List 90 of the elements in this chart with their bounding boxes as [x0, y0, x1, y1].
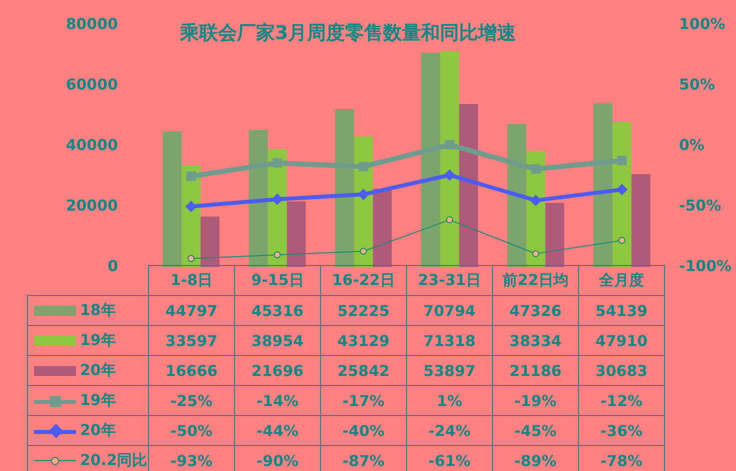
data-label: -19% — [492, 386, 578, 416]
data-label: -87% — [320, 446, 406, 471]
legend-label: 20年 — [28, 356, 148, 386]
point — [186, 201, 197, 212]
x-tick-label: 9-15日 — [234, 266, 320, 296]
y2-tick-label: -50% — [679, 196, 722, 214]
point — [360, 248, 367, 255]
y-tick-label: 40000 — [66, 136, 118, 154]
data-label: -50% — [148, 416, 234, 446]
point — [530, 194, 542, 206]
legend-label: 19年 — [28, 386, 148, 416]
legend-label: 18年 — [28, 296, 148, 326]
data-label: -61% — [406, 446, 492, 471]
x-tick-label: 全月度 — [578, 266, 664, 296]
bar — [440, 51, 460, 267]
x-tick-label: 23-31日 — [406, 266, 492, 296]
data-label: -93% — [148, 446, 234, 471]
data-label: 43129 — [320, 326, 406, 356]
x-tick-label: 前22日均 — [492, 266, 578, 296]
data-label: 47326 — [492, 296, 578, 326]
data-label: 38954 — [234, 326, 320, 356]
y-tick-label: 0 — [108, 256, 118, 275]
data-label: -40% — [320, 416, 406, 446]
point — [186, 172, 196, 181]
point — [446, 216, 454, 224]
y-tick-label: 60000 — [66, 75, 118, 94]
data-label: 16666 — [148, 356, 234, 386]
bar — [200, 216, 220, 267]
data-label: 54139 — [578, 296, 664, 326]
data-label: -44% — [234, 416, 320, 446]
data-label: 38334 — [492, 326, 578, 356]
data-label: -25% — [148, 386, 234, 416]
data-label: 52225 — [320, 296, 406, 326]
data-label: 21696 — [234, 356, 320, 386]
data-label: 70794 — [406, 296, 492, 326]
point — [444, 170, 456, 181]
data-label: -17% — [320, 386, 406, 416]
bar — [459, 104, 478, 267]
data-label: 53897 — [406, 356, 492, 386]
data-label: -14% — [234, 386, 320, 416]
y2-tick-label: -100% — [679, 256, 732, 275]
bar — [162, 131, 182, 267]
bar — [286, 201, 306, 267]
bar — [421, 52, 440, 267]
data-label: 25842 — [320, 356, 406, 386]
point — [272, 158, 282, 168]
bar — [631, 174, 650, 267]
data-label: -36% — [578, 416, 664, 446]
legend-label: 19年 — [28, 326, 148, 356]
x-tick-label: 16-22日 — [320, 266, 406, 296]
data-label: -89% — [492, 446, 578, 471]
bar — [248, 130, 268, 267]
data-label: -78% — [578, 446, 664, 471]
point — [618, 236, 626, 244]
data-label: 45316 — [234, 296, 320, 326]
data-label: 1% — [406, 386, 492, 416]
x-tick-label: 1-8日 — [148, 266, 234, 296]
data-label: 21186 — [492, 356, 578, 386]
data-label: -45% — [492, 416, 578, 446]
point — [532, 250, 540, 258]
data-label: 47910 — [578, 326, 664, 356]
y2-tick-label: 0% — [679, 136, 704, 154]
data-label: 44797 — [148, 296, 234, 326]
point — [617, 156, 627, 166]
legend-label: 20年 — [28, 416, 148, 446]
y-tick-label: 80000 — [66, 14, 118, 33]
point — [358, 188, 369, 200]
point — [272, 194, 283, 205]
bar — [593, 103, 612, 267]
bar — [507, 124, 526, 267]
point — [358, 162, 368, 172]
data-label: 33597 — [148, 326, 234, 356]
y2-tick-label: 100% — [679, 14, 726, 33]
point — [616, 184, 628, 196]
data-label: -24% — [406, 416, 492, 446]
y2-tick-label: 50% — [679, 75, 715, 94]
data-label: -90% — [234, 446, 320, 471]
point — [444, 140, 454, 150]
y-tick-label: 20000 — [66, 196, 118, 214]
bar — [545, 202, 564, 267]
point — [274, 251, 281, 258]
data-label: -12% — [578, 386, 664, 416]
chart-title: 乘联会厂家3月周度零售数量和同比增速 — [178, 21, 518, 46]
point — [188, 255, 195, 262]
data-label: 30683 — [578, 356, 664, 386]
bar — [372, 188, 392, 267]
legend-label: 20.2同比 — [28, 446, 148, 471]
data-label: 71318 — [406, 326, 492, 356]
point — [531, 164, 540, 174]
bar — [334, 109, 354, 267]
